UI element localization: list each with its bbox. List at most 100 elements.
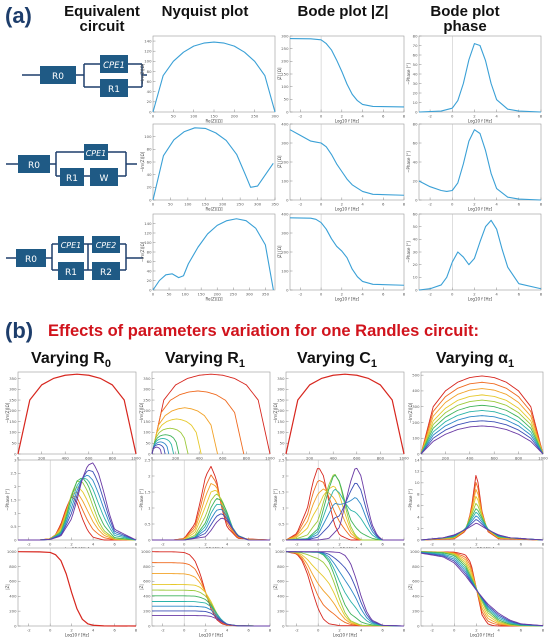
- chart-frame: [285, 459, 405, 541]
- y-axis-label: −Phase [°]: [406, 241, 411, 263]
- y-tick-label: 80: [147, 147, 152, 152]
- y-tick-label: 800: [9, 564, 17, 569]
- y-tick-label: 100: [144, 134, 152, 139]
- series-line-0: [289, 129, 405, 196]
- x-tick-label: 4: [92, 542, 95, 547]
- y-tick-label: 1: [282, 505, 285, 510]
- y-tick-label: 2.5: [278, 457, 285, 462]
- y-tick-label: 0: [286, 109, 289, 114]
- y-tick-label: 600: [277, 579, 285, 584]
- x-tick-label: 0: [152, 114, 155, 119]
- x-tick-label: 1000: [265, 456, 275, 461]
- y-tick-label: 1: [148, 505, 151, 510]
- x-tick-label: 0: [49, 628, 52, 633]
- series-line-4: [151, 427, 189, 455]
- series-line-0: [17, 373, 137, 455]
- x-tick-label: 200: [231, 114, 239, 119]
- circuit3-r2-label: R2: [100, 268, 112, 278]
- y-axis-label: |Z|: [5, 584, 10, 589]
- circuit1-cpe1-label: CPE1: [103, 61, 125, 71]
- y-tick-label: 0: [14, 537, 17, 542]
- series-line-0: [17, 551, 137, 627]
- y-tick-label: 800: [143, 564, 151, 569]
- chart-18: -2 0 2 4 6 8 0 200 400 600 800 1000 Log10 f [Hz] |Z|: [139, 547, 272, 637]
- chart-16: -20246802468101214Log10 f [Hz]−Phase [°]: [408, 457, 545, 551]
- y-tick-label: 200: [143, 608, 151, 613]
- y-tick-label: 400: [281, 121, 289, 126]
- y-tick-label: 300: [281, 33, 289, 38]
- x-tick-label: 4: [226, 628, 229, 633]
- chart-0: 0 50 100 150 200 250 300 0 20 40 60 80 100 120 140 Re(Z…: [140, 35, 279, 124]
- x-tick-label: 6: [247, 628, 250, 633]
- x-tick-label: 200: [172, 456, 180, 461]
- y-tick-label: 80: [147, 69, 152, 74]
- y-tick-label: 0: [286, 287, 289, 292]
- y-axis-label: |Z|: [273, 584, 278, 589]
- y-tick-label: 20: [413, 178, 418, 183]
- y-tick-label: 200: [9, 408, 17, 413]
- circuit3-r1-label: R1: [65, 268, 77, 278]
- x-tick-label: 100: [190, 114, 198, 119]
- x-axis-label: Log10 f [Hz]: [335, 207, 360, 212]
- y-tick-label: 60: [413, 140, 418, 145]
- series-line-9: [152, 517, 270, 541]
- x-tick-label: 0: [183, 628, 186, 633]
- y-tick-label: 0: [415, 287, 418, 292]
- x-tick-label: 350: [262, 292, 270, 297]
- header-bode-phase: Bode plot phase: [430, 3, 500, 35]
- y-tick-label: 2: [14, 484, 17, 489]
- y-tick-label: 40: [413, 71, 418, 76]
- y-tick-label: 400: [281, 211, 289, 216]
- y-axis-label: −Phase [°]: [406, 63, 411, 85]
- x-tick-label: 2: [341, 292, 344, 297]
- y-tick-label: 0.5: [144, 521, 151, 526]
- x-tick-label: 800: [243, 456, 251, 461]
- series-line-2: [420, 388, 544, 455]
- y-tick-label: 150: [9, 419, 17, 424]
- x-tick-label: 6: [382, 202, 385, 207]
- series-line-7: [151, 441, 170, 455]
- series-line-7: [420, 415, 544, 455]
- chart-frame: [418, 123, 542, 201]
- chart-frame: [420, 371, 544, 455]
- x-tick-label: 6: [382, 292, 385, 297]
- y-tick-label: 300: [412, 404, 420, 409]
- x-tick-label: -2: [428, 114, 432, 119]
- x-tick-label: 4: [495, 114, 498, 119]
- equivalent-circuit-2: R0 CPE1 R1 W: [6, 144, 137, 186]
- x-tick-label: 4: [497, 542, 500, 547]
- x-tick-label: 6: [520, 542, 523, 547]
- series-line-0: [418, 219, 542, 291]
- x-tick-label: 8: [540, 292, 543, 297]
- y-axis-label: −Im(Z)[Ω]: [139, 402, 144, 423]
- circuit2-w-label: W: [100, 174, 109, 184]
- series-line-5: [151, 434, 180, 455]
- series-line-6: [420, 410, 544, 455]
- series-line-3: [420, 394, 544, 455]
- y-tick-label: 150: [277, 419, 285, 424]
- y-tick-label: 20: [147, 99, 152, 104]
- circuit1-r0-label: R0: [52, 72, 64, 82]
- panel-a-tag: (a): [5, 3, 32, 28]
- circuit3-cpe2-label: CPE2: [96, 241, 117, 250]
- y-axis-label: −Im(Z)[Ω]: [408, 402, 413, 423]
- y-tick-label: 1: [14, 511, 17, 516]
- y-tick-label: 100: [143, 430, 151, 435]
- circuit3-cpe1-label: CPE1: [61, 241, 82, 250]
- circuit2-cpe1-label: CPE1: [86, 149, 107, 158]
- series-line-9: [152, 615, 271, 627]
- y-tick-label: 300: [277, 387, 285, 392]
- x-tick-label: -2: [428, 292, 432, 297]
- y-tick-label: 12: [415, 469, 420, 474]
- chart-frame: [17, 371, 137, 455]
- y-axis-label: |Z|: [139, 584, 144, 589]
- series-line-9: [286, 551, 405, 627]
- chart-frame: [418, 213, 542, 291]
- series-line-2: [151, 407, 218, 455]
- y-tick-label: 200: [281, 59, 289, 64]
- x-tick-label: 0: [151, 456, 154, 461]
- x-tick-label: -2: [298, 114, 302, 119]
- y-tick-label: 20: [413, 90, 418, 95]
- y-axis-label: |Z| [Ω]: [277, 155, 282, 168]
